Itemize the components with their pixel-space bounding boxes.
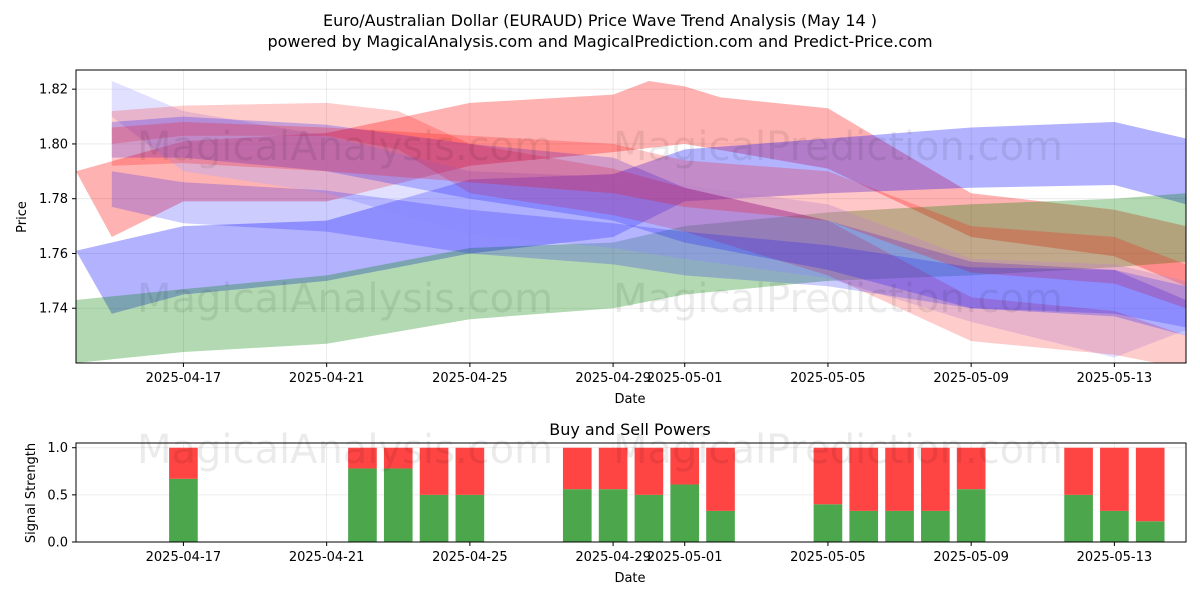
x-tick-label: 2025-04-17: [146, 371, 222, 386]
x-tick-label: 2025-04-21: [289, 550, 365, 565]
watermark-text: MagicalPrediction.com: [613, 276, 1063, 322]
power-x-axis-label: Date: [614, 571, 645, 586]
x-tick-label: 2025-05-09: [933, 371, 1009, 386]
buy-bar: [169, 478, 198, 542]
y-tick-label: 1.78: [39, 192, 68, 207]
price-axes: 2025-04-17 2025-04-21 2025-04-25 2025-04-29…: [39, 83, 1152, 386]
sell-bar: [598, 447, 628, 490]
sell-bar: [562, 447, 592, 490]
sell-bar: [813, 447, 843, 505]
wave-band-blue: [111, 171, 1186, 328]
price-grid: [76, 70, 1186, 363]
wave-band-red: [76, 81, 1186, 287]
x-tick-label: 2025-05-01: [647, 371, 723, 386]
x-tick-label: 2025-05-01: [647, 550, 723, 565]
wave-band-blue: [76, 122, 1186, 314]
watermark-text: MagicalPrediction.com: [613, 124, 1063, 170]
x-tick-label: 2025-05-13: [1077, 371, 1153, 386]
buy-bar: [348, 468, 377, 542]
buy-bar: [455, 494, 485, 542]
buy-bar: [885, 510, 914, 542]
x-tick-label: 2025-04-25: [432, 371, 508, 386]
power-y-axis-label: Signal Strength: [24, 443, 39, 543]
buy-bar: [706, 510, 735, 542]
x-tick-label: 2025-05-05: [790, 371, 866, 386]
watermark-text: MagicalPrediction.com: [613, 427, 1063, 473]
wave-band-green: [76, 193, 1186, 363]
y-tick-label: 0.5: [47, 488, 68, 503]
x-tick-label: 2025-04-25: [432, 550, 508, 565]
buy-bar: [849, 510, 879, 542]
power-axes: 2025-04-17 2025-04-21 2025-04-25 2025-04-29…: [47, 441, 1152, 565]
buy-bar: [598, 489, 628, 542]
buy-bar: [1064, 494, 1093, 542]
sell-bar: [921, 447, 950, 511]
x-tick-label: 2025-04-17: [146, 550, 222, 565]
y-tick-label: 1.0: [47, 441, 68, 456]
power-watermark: MagicalAnalysis.com MagicalPrediction.co…: [137, 427, 1063, 473]
buy-bar: [1135, 521, 1165, 542]
sell-bar: [849, 447, 879, 511]
wave-band-blue: [111, 116, 1186, 336]
x-tick-label: 2025-05-13: [1077, 550, 1153, 565]
buy-bar: [921, 510, 950, 542]
sell-bar: [885, 447, 914, 511]
sell-bar: [634, 447, 664, 495]
buy-bar: [634, 494, 664, 542]
price-y-axis-label: Price: [15, 201, 30, 233]
buy-bar: [813, 504, 843, 542]
sell-bar: [670, 447, 700, 485]
sell-bar: [348, 447, 377, 469]
buy-bar: [1100, 510, 1129, 542]
y-tick-label: 1.80: [39, 137, 68, 152]
buy-bar: [419, 494, 449, 542]
chart-title: Euro/Australian Dollar (EURAUD) Price Wa…: [323, 11, 877, 30]
sell-bar: [1064, 447, 1093, 495]
y-tick-label: 0.0: [47, 536, 68, 551]
y-tick-label: 1.76: [39, 247, 68, 262]
sell-bar: [455, 447, 485, 495]
sell-bar: [169, 447, 198, 479]
power-plot-frame: [75, 442, 1187, 543]
price-wave-bands: [76, 81, 1186, 363]
watermark-text: MagicalAnalysis.com: [137, 124, 553, 170]
sell-bar: [383, 447, 413, 469]
power-bars: [169, 447, 1165, 542]
buy-bar: [956, 489, 986, 542]
buy-bar: [670, 484, 700, 542]
wave-band-red: [111, 122, 1186, 309]
watermark-text: MagicalAnalysis.com: [137, 427, 553, 473]
price-watermark: MagicalAnalysis.com MagicalPrediction.co…: [137, 124, 1063, 322]
y-tick-label: 1.74: [39, 302, 68, 317]
sell-bar: [956, 447, 986, 490]
sell-bar: [706, 447, 735, 511]
price-plot-frame: [75, 69, 1187, 364]
wave-band-lavender: [111, 81, 1186, 358]
x-tick-label: 2025-04-29: [575, 371, 651, 386]
buy-bar: [562, 489, 592, 542]
sell-bar: [1135, 447, 1165, 522]
price-x-axis-label: Date: [614, 392, 645, 407]
watermark-text: MagicalAnalysis.com: [137, 276, 553, 322]
buy-bar: [383, 468, 413, 542]
x-tick-label: 2025-05-05: [790, 550, 866, 565]
x-tick-label: 2025-04-29: [575, 550, 651, 565]
y-tick-label: 1.82: [39, 83, 68, 98]
chart-subtitle: powered by MagicalAnalysis.com and Magic…: [267, 32, 932, 51]
power-chart-title: Buy and Sell Powers: [549, 420, 711, 439]
x-tick-label: 2025-04-21: [289, 371, 365, 386]
wave-band-red: [111, 102, 1186, 363]
x-tick-label: 2025-05-09: [933, 550, 1009, 565]
sell-bar: [419, 447, 449, 495]
sell-bar: [1100, 447, 1129, 511]
